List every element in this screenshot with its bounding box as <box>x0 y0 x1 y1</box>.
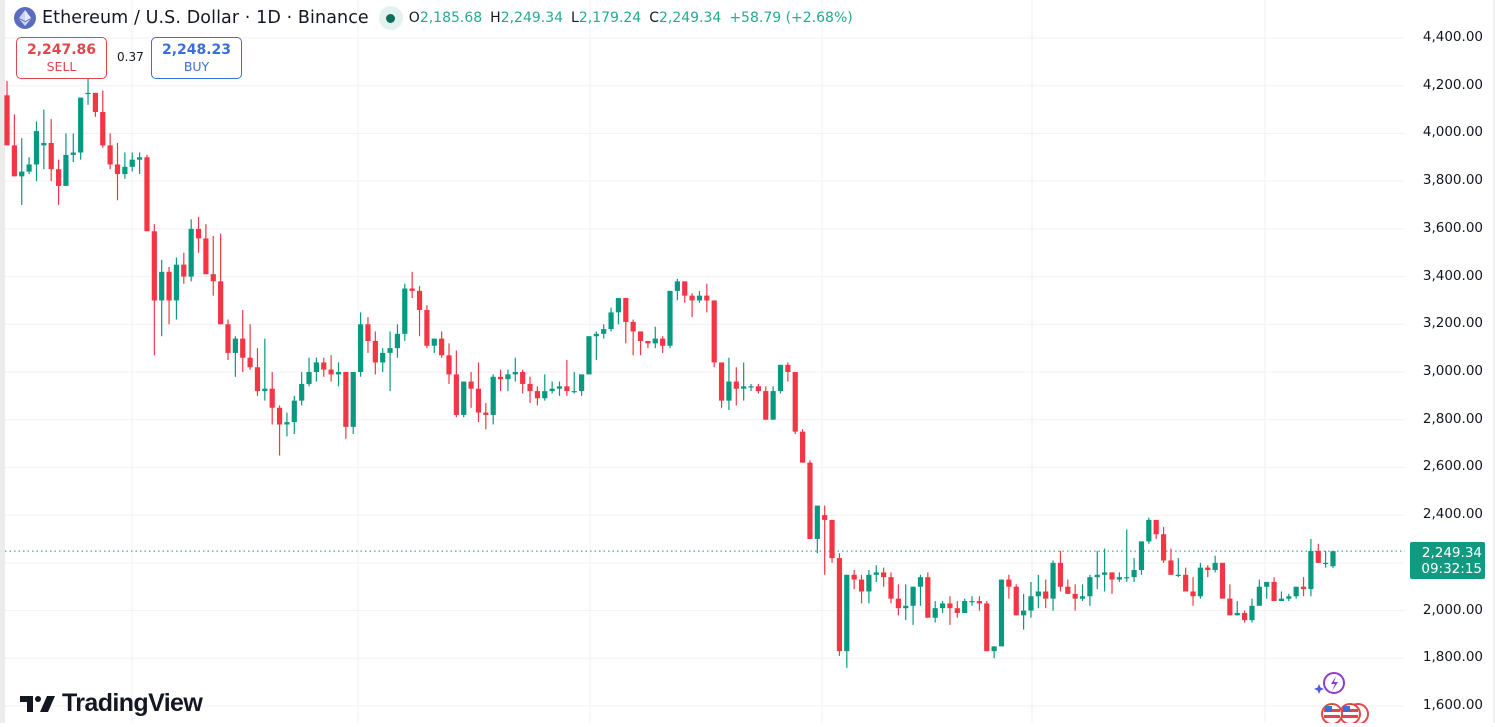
sell-label: SELL <box>46 59 77 74</box>
price-axis-label: 1,600.00 <box>1422 697 1483 713</box>
high-label: H <box>490 10 501 26</box>
tradingview-logo[interactable]: TradingView <box>20 689 203 718</box>
lightning-spark-icon[interactable] <box>1313 670 1347 702</box>
tradingview-wordmark: TradingView <box>62 689 203 717</box>
price-axis-label: 3,200.00 <box>1422 315 1483 332</box>
sell-price: 2,247.86 <box>26 42 97 58</box>
spread-value: 0.37 <box>117 50 144 64</box>
price-axis-label: 3,400.00 <box>1422 267 1483 284</box>
close-value: 2,249.34 <box>658 10 722 26</box>
tradingview-logo-icon <box>20 695 55 712</box>
price-axis-label: 3,600.00 <box>1422 219 1483 236</box>
right-edge <box>1493 0 1495 723</box>
price-axis-label: 4,400.00 <box>1422 29 1483 45</box>
low-label: L <box>571 10 579 26</box>
market-status-indicator[interactable] <box>378 6 403 30</box>
change-value: +58.79 (+2.68%) <box>729 10 853 26</box>
price-axis-label: 3,800.00 <box>1422 172 1483 189</box>
last-price-value: 2,249.34 <box>1421 544 1482 561</box>
chart-header: Ethereum / U.S. Dollar · 1D · Binance O2… <box>14 5 853 31</box>
close-label: C <box>649 10 659 26</box>
price-axis-label: 1,800.00 <box>1422 649 1483 666</box>
last-price-label: 2,249.34 09:32:15 <box>1410 542 1485 579</box>
market-open-dot-icon <box>386 13 396 23</box>
price-axis-label: 2,800.00 <box>1422 410 1483 427</box>
price-axis-label: 2,000.00 <box>1422 601 1483 618</box>
open-value: 2,185.68 <box>419 10 483 26</box>
bar-countdown: 09:32:15 <box>1421 560 1482 577</box>
grid-lines <box>5 0 1405 723</box>
price-axis-label: 3,000.00 <box>1422 363 1483 379</box>
price-axis-label: 2,600.00 <box>1422 458 1483 475</box>
ohlc-values: O2,185.68 H2,249.34 L2,179.24 C2,249.34 … <box>409 10 853 26</box>
left-edge <box>0 0 5 723</box>
buy-label: BUY <box>183 59 210 74</box>
price-axis-label: 2,400.00 <box>1422 506 1483 523</box>
symbol-title[interactable]: Ethereum / U.S. Dollar · 1D · Binance <box>42 8 369 28</box>
candles <box>4 73 1336 668</box>
high-value: 2,249.34 <box>500 10 564 26</box>
price-axis-label: 4,000.00 <box>1422 124 1483 141</box>
sell-button[interactable]: 2,247.86 SELL <box>16 37 107 79</box>
buy-button[interactable]: 2,248.23 BUY <box>151 37 242 79</box>
buy-price: 2,248.23 <box>161 42 232 58</box>
open-label: O <box>408 10 420 26</box>
price-axis-label: 4,200.00 <box>1422 76 1483 93</box>
low-value: 2,179.24 <box>578 10 642 26</box>
ethereum-logo-icon <box>14 7 36 29</box>
